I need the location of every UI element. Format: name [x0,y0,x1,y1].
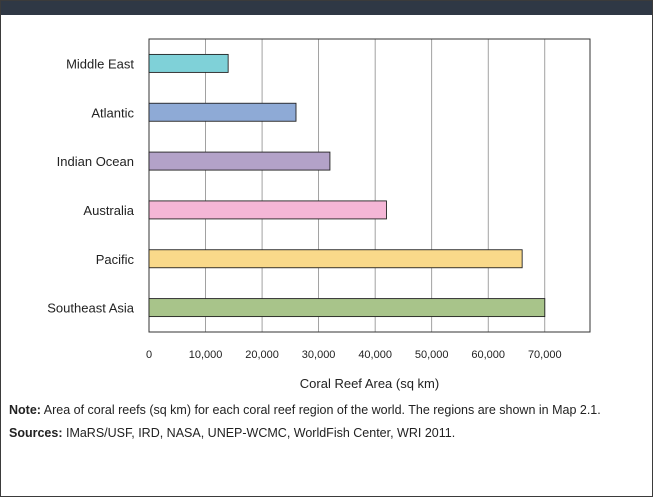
sources-text: IMaRS/USF, IRD, NASA, UNEP-WCMC, WorldFi… [62,426,456,440]
category-label: Pacific [96,252,135,267]
note-label: Note: [9,403,41,417]
category-label: Australia [83,203,134,218]
x-tick-label: 60,000 [471,349,505,361]
bar [148,298,546,318]
bar [148,200,387,220]
sources-paragraph: Sources: IMaRS/USF, IRD, NASA, UNEP-WCMC… [9,424,645,442]
bars [148,53,546,318]
x-tick-label: 10,000 [189,349,223,361]
x-tick-label: 50,000 [415,349,449,361]
category-label: Indian Ocean [57,154,134,169]
header-bar [1,1,652,15]
x-axis-title: Coral Reef Area (sq km) [300,376,439,391]
figure-notes: Note: Area of coral reefs (sq km) for ea… [9,401,645,442]
plot-area [148,38,591,333]
x-tick-label: 70,000 [528,349,562,361]
category-label: Atlantic [91,105,134,120]
x-tick-label: 20,000 [245,349,279,361]
sources-label: Sources: [9,426,63,440]
x-tick-labels: 0 10,000 20,000 30,000 40,000 50,000 60,000 70,… [146,349,562,361]
bar [148,53,229,73]
category-label: Middle East [66,56,134,71]
note-paragraph: Note: Area of coral reefs (sq km) for ea… [9,401,645,419]
category-label: Southeast Asia [47,301,134,316]
bar [148,151,331,171]
x-tick-label: 30,000 [302,349,336,361]
category-labels: Middle East Atlantic Indian Ocean Australia… [47,56,135,315]
bar [148,102,297,122]
x-tick-label: 40,000 [358,349,392,361]
bar-chart: Middle East Atlantic Indian Ocean Australia… [47,38,591,391]
grid-lines [205,39,546,332]
note-text: Area of coral reefs (sq km) for each cor… [40,403,601,417]
x-tick-label: 0 [146,349,152,361]
bar [148,249,523,269]
